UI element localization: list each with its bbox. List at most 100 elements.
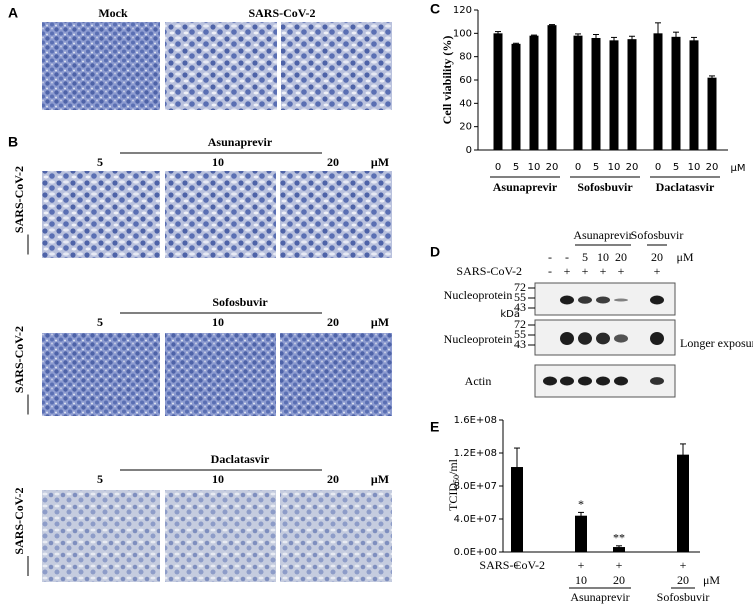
group-label: Asunaprevir (493, 180, 558, 194)
y-axis-label: Cell viability (%) (440, 36, 454, 125)
bar (591, 38, 601, 150)
bar (609, 40, 619, 151)
band (650, 377, 664, 385)
bar (529, 35, 539, 150)
bar (511, 467, 523, 552)
group-label: Daclatasvir (656, 180, 715, 194)
micrograph (165, 22, 277, 110)
band (614, 376, 628, 386)
bar (573, 35, 583, 150)
band (543, 376, 557, 386)
y-tick-label: 4.0E+07 (454, 514, 497, 525)
marker-label: 43 (514, 300, 526, 314)
x-tick-label: 5 (513, 162, 519, 173)
bar (677, 454, 689, 552)
band (650, 295, 664, 305)
bar (493, 33, 503, 151)
concentration: - (565, 250, 569, 264)
panel-letter: E (430, 419, 439, 435)
side-label: SARS-CoV-2 (12, 166, 26, 233)
y-axis-label: TCID50/ml (446, 458, 461, 511)
bar (613, 547, 625, 552)
concentration: 10 (575, 573, 587, 587)
x-tick-label: 10 (688, 162, 701, 173)
marker-label: 43 (514, 337, 526, 351)
y-tick-label: 0 (466, 145, 472, 156)
condition-label: SARS-CoV-2 (479, 558, 545, 572)
y-tick-label: 8.0E+07 (454, 481, 497, 492)
marker-unit: kDa (500, 309, 520, 320)
column-header: SARS-CoV-2 (248, 6, 315, 20)
concentration: 20 (327, 315, 339, 329)
infection-sign: + (654, 264, 661, 278)
bar (707, 77, 717, 150)
y-label-text: TCID (446, 483, 460, 511)
x-tick-label: 0 (495, 162, 501, 173)
x-tick-label: 0 (655, 162, 661, 173)
band (560, 332, 574, 345)
band (560, 295, 574, 305)
band (578, 332, 592, 345)
concentration: 5 (97, 155, 103, 169)
concentration: 5 (97, 315, 103, 329)
micrograph (280, 171, 392, 258)
group-label: Asunaprevir (570, 590, 629, 604)
band (578, 296, 592, 304)
y-tick-label: 20 (459, 122, 472, 133)
bar (653, 33, 663, 151)
side-label: SARS-CoV-2 (12, 487, 26, 554)
infection-sign: + (618, 264, 625, 278)
blot-label: Actin (465, 374, 492, 388)
micrograph (42, 333, 160, 416)
marker-label: 72 (514, 280, 526, 294)
concentration: 20 (327, 155, 339, 169)
band (614, 334, 628, 343)
blot-label: Nucleoprotein (444, 332, 513, 346)
group-label: Sofosbuvir (657, 590, 710, 604)
bar (547, 25, 557, 151)
significance: * (578, 497, 584, 511)
band (560, 376, 574, 386)
bar (511, 43, 521, 151)
concentration: 5 (97, 472, 103, 486)
side-label: SARS-CoV-2 (12, 326, 26, 393)
bar (671, 36, 681, 151)
micrograph (42, 171, 160, 258)
micrograph (165, 333, 276, 416)
unit: μM (676, 250, 693, 264)
micrograph (165, 171, 276, 258)
x-tick-label: 0 (575, 162, 581, 173)
micrograph (281, 22, 392, 110)
drug-name: Asunaprevir (208, 135, 273, 149)
condition-sign: + (578, 558, 585, 572)
y-tick-label: 60 (459, 75, 472, 86)
band (596, 332, 610, 345)
concentration: 5 (582, 250, 588, 264)
blot-note: Longer exposure (680, 336, 753, 350)
concentration: - (548, 250, 552, 264)
micrograph (280, 333, 392, 416)
concentration: 20 (613, 573, 625, 587)
bar (575, 515, 587, 552)
band (596, 296, 610, 304)
micrograph (165, 490, 276, 582)
y-label-suffix: /ml (446, 458, 460, 475)
micrograph (280, 490, 392, 582)
band (614, 298, 628, 302)
x-tick-label: 5 (673, 162, 679, 173)
drug-name: Sofosbuvir (212, 295, 268, 309)
band (596, 376, 610, 386)
y-tick-label: 40 (459, 98, 472, 109)
infection-sign: + (582, 264, 589, 278)
infection-label: SARS-CoV-2 (456, 264, 522, 278)
micrograph (42, 22, 160, 110)
x-tick-label: 20 (706, 162, 719, 173)
concentration: 10 (212, 315, 224, 329)
condition-sign: + (514, 558, 521, 572)
concentration: 10 (597, 250, 609, 264)
infection-sign: + (564, 264, 571, 278)
unit: μM (731, 163, 746, 174)
condition-sign: + (680, 558, 687, 572)
significance: ** (613, 531, 625, 545)
x-tick-label: 10 (528, 162, 541, 173)
